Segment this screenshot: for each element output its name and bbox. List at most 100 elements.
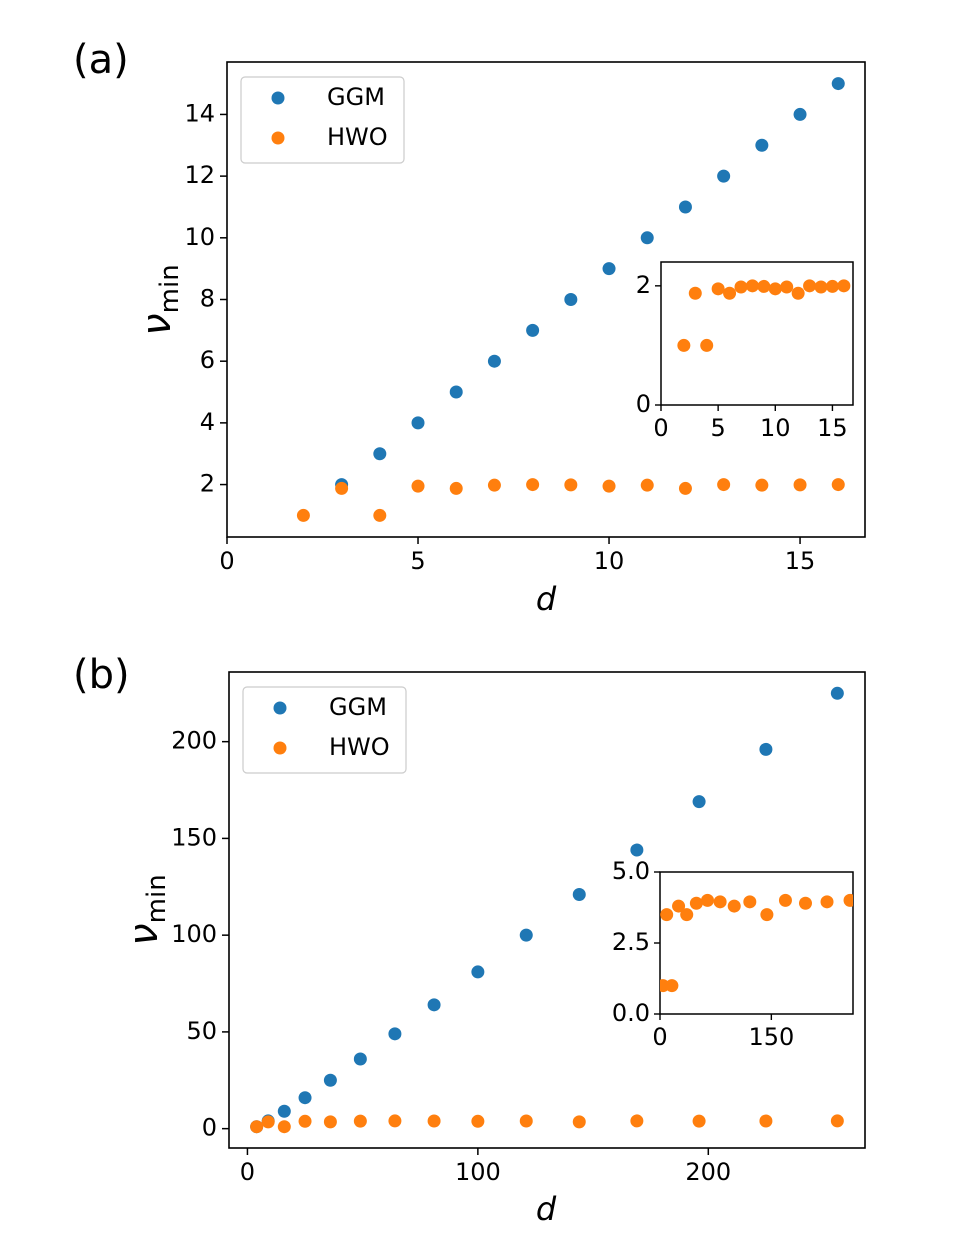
point-hwo <box>449 481 463 495</box>
point-ggm <box>678 200 692 214</box>
point-hwo <box>692 1114 706 1128</box>
point-hwo <box>678 481 692 495</box>
x-tick-label: 10 <box>594 547 625 575</box>
point-ggm <box>427 998 441 1012</box>
inset-y-tick-label: 0 <box>636 390 651 418</box>
y-tick-label: 10 <box>184 223 215 251</box>
legend-label-ggm: GGM <box>327 83 385 111</box>
inset-x-tick-label: 5 <box>711 414 726 442</box>
point-hwo <box>572 1115 586 1129</box>
y-tick-label: 6 <box>200 346 215 374</box>
inset-point-hwo <box>672 899 686 913</box>
inset-point-hwo <box>743 895 757 909</box>
point-hwo <box>388 1114 402 1128</box>
y-axis-label: νmin <box>121 874 172 945</box>
point-hwo <box>250 1120 264 1134</box>
x-axis-label: d <box>536 1190 557 1228</box>
inset-y-tick-label: 5.0 <box>612 857 650 885</box>
legend-marker-ggm <box>273 701 287 715</box>
inset-points <box>677 279 851 352</box>
inset-point-hwo <box>820 895 834 909</box>
point-ggm <box>602 262 616 276</box>
point-hwo <box>471 1114 485 1128</box>
point-ggm <box>793 107 807 121</box>
panel-label: (a) <box>73 37 129 83</box>
point-hwo <box>564 478 578 492</box>
point-hwo <box>519 1114 533 1128</box>
inset-y-tick-label: 2.5 <box>612 928 650 956</box>
point-hwo <box>630 1114 644 1128</box>
inset-point-hwo <box>677 338 691 352</box>
inset-x-tick-label: 0 <box>652 1023 667 1051</box>
y-tick-label: 14 <box>184 99 215 127</box>
legend-label-ggm: GGM <box>329 693 387 721</box>
inset-x-tick-label: 15 <box>817 414 848 442</box>
inset-point-hwo <box>803 279 817 293</box>
point-ggm <box>717 169 731 183</box>
point-ggm <box>411 416 425 430</box>
y-tick-label: 150 <box>171 823 217 851</box>
y-tick-label: 4 <box>200 408 215 436</box>
point-hwo <box>487 478 501 492</box>
legend-marker-hwo <box>273 741 287 755</box>
panel-a: (a) 0 5 10 15 2 4 6 8 10 12 14 d νmin GGM HWO 0 5 10 15 0 2 <box>73 37 866 618</box>
inset-point-hwo <box>665 979 679 993</box>
legend-label-hwo: HWO <box>329 733 390 761</box>
inset-x-tick-label: 10 <box>760 414 791 442</box>
inset-x-tick-label: 0 <box>653 414 668 442</box>
inset-point-hwo <box>711 282 725 296</box>
point-ggm <box>759 742 773 756</box>
inset-point-hwo <box>700 338 714 352</box>
point-hwo <box>373 508 387 522</box>
legend-marker-hwo <box>271 131 285 145</box>
inset-point-hwo <box>760 908 774 922</box>
y-tick-label: 50 <box>186 1017 217 1045</box>
y-axis-label-sub: min <box>155 264 185 313</box>
point-ggm <box>564 293 578 306</box>
point-ggm <box>755 138 769 152</box>
inset-point-hwo <box>825 279 839 293</box>
point-hwo <box>717 478 731 492</box>
inset-point-hwo <box>701 893 715 907</box>
y-tick-label: 2 <box>200 470 215 498</box>
inset-point-hwo <box>798 896 812 910</box>
point-hwo <box>830 1114 844 1128</box>
inset-point-hwo <box>843 893 853 907</box>
inset-point-hwo <box>723 286 737 300</box>
point-ggm <box>298 1091 312 1105</box>
inset-points <box>660 893 853 993</box>
point-ggm <box>572 888 586 902</box>
inset-point-hwo <box>734 280 748 294</box>
point-hwo <box>427 1114 441 1128</box>
inset-point-hwo <box>768 282 782 296</box>
point-hwo <box>353 1114 367 1128</box>
y-tick-label: 12 <box>184 161 215 189</box>
inset-point-hwo <box>780 280 794 294</box>
point-ggm <box>519 928 533 942</box>
legend-marker-ggm <box>271 91 285 105</box>
point-hwo <box>526 478 540 492</box>
inset-x-tick-label: 150 <box>748 1023 794 1051</box>
plot-frame <box>228 671 866 1149</box>
point-hwo <box>296 508 310 522</box>
point-ggm <box>692 795 706 809</box>
x-tick-label: 5 <box>410 547 425 575</box>
point-ggm <box>630 843 644 857</box>
y-tick-label: 100 <box>171 920 217 948</box>
inset-point-hwo <box>660 908 674 922</box>
inset-y-tick-label: 0.0 <box>612 999 650 1027</box>
x-tick-label: 0 <box>219 547 234 575</box>
point-ggm <box>640 231 654 245</box>
y-tick-label: 8 <box>200 285 215 313</box>
inset-frame <box>659 871 854 1015</box>
inset-point-hwo <box>778 893 792 907</box>
point-hwo <box>261 1115 275 1129</box>
point-hwo <box>411 479 425 493</box>
point-ggm <box>373 447 387 461</box>
x-tick-label: 100 <box>455 1158 501 1186</box>
point-hwo <box>793 478 807 492</box>
point-ggm <box>323 1073 337 1087</box>
legend-label-hwo: HWO <box>327 123 388 151</box>
x-tick-label: 200 <box>685 1158 731 1186</box>
